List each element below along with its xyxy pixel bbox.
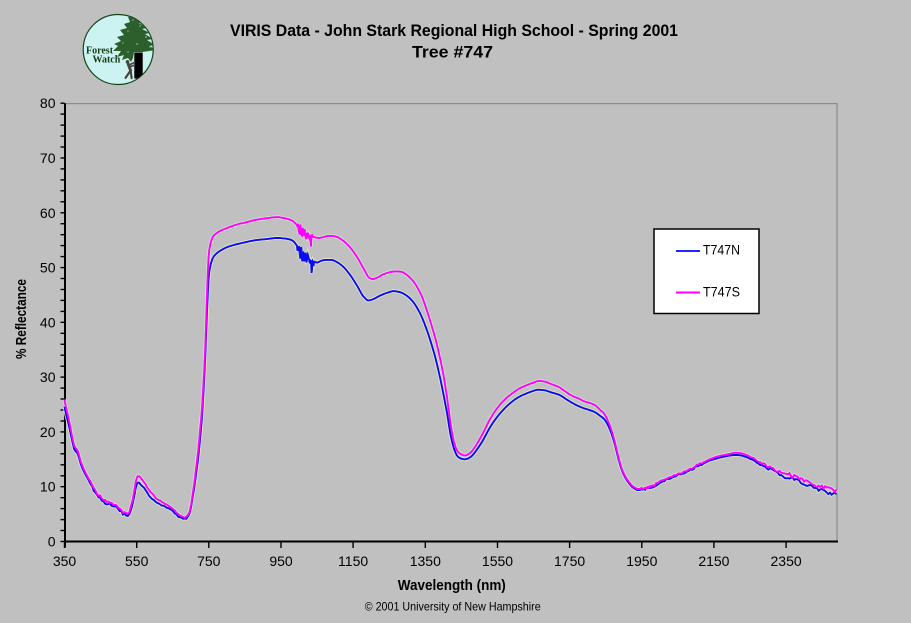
svg-text:1150: 1150 bbox=[338, 553, 368, 569]
svg-text:60: 60 bbox=[40, 205, 56, 221]
svg-text:% Reflectance: % Reflectance bbox=[14, 279, 30, 359]
svg-text:Tree #747: Tree #747 bbox=[412, 44, 493, 62]
svg-text:80: 80 bbox=[40, 95, 56, 111]
svg-text:750: 750 bbox=[197, 553, 221, 569]
svg-text:Wavelength (nm): Wavelength (nm) bbox=[398, 577, 506, 594]
svg-text:350: 350 bbox=[53, 553, 77, 569]
svg-text:0: 0 bbox=[48, 534, 56, 550]
svg-text:1550: 1550 bbox=[482, 553, 513, 569]
svg-text:VIRIS Data - John Stark Region: VIRIS Data - John Stark Regional High Sc… bbox=[230, 22, 678, 40]
svg-text:Forest: Forest bbox=[86, 46, 114, 57]
svg-text:1950: 1950 bbox=[626, 553, 657, 569]
svg-text:2150: 2150 bbox=[698, 553, 729, 569]
svg-text:50: 50 bbox=[40, 260, 56, 276]
svg-text:T747N: T747N bbox=[703, 242, 740, 258]
svg-text:Watch: Watch bbox=[93, 55, 121, 66]
svg-text:950: 950 bbox=[269, 553, 293, 569]
svg-text:1750: 1750 bbox=[554, 553, 585, 569]
svg-text:30: 30 bbox=[40, 369, 56, 385]
svg-text:550: 550 bbox=[125, 553, 149, 569]
svg-text:10: 10 bbox=[40, 479, 56, 495]
svg-text:T747S: T747S bbox=[703, 284, 740, 300]
svg-text:20: 20 bbox=[40, 424, 56, 440]
svg-text:2350: 2350 bbox=[771, 553, 802, 569]
svg-text:© 2001 University of New Hamps: © 2001 University of New Hampshire bbox=[365, 600, 541, 614]
svg-text:1350: 1350 bbox=[410, 553, 441, 569]
svg-text:70: 70 bbox=[40, 150, 56, 166]
svg-text:40: 40 bbox=[40, 314, 56, 330]
